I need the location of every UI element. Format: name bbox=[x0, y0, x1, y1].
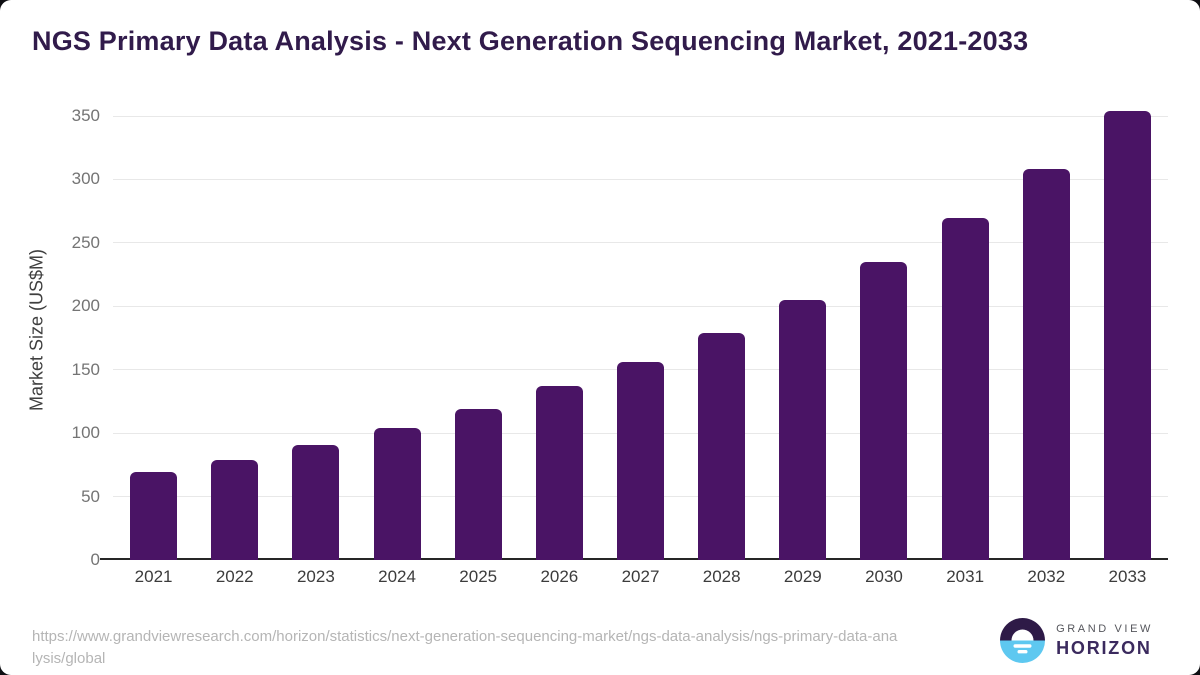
bar-column-2025 bbox=[438, 100, 519, 560]
bar-2028 bbox=[698, 332, 746, 560]
bar-column-2021 bbox=[113, 100, 194, 560]
x-tick-label-2025: 2025 bbox=[459, 567, 498, 586]
source-url: https://www.grandviewresearch.com/horizo… bbox=[32, 626, 952, 670]
bars-container bbox=[113, 100, 1168, 560]
bar-2029 bbox=[779, 299, 827, 560]
y-tick-label-0: 0 bbox=[90, 550, 100, 569]
x-tick-label-2031: 2031 bbox=[946, 567, 985, 586]
bar-column-2030 bbox=[843, 100, 924, 560]
bar-column-2026 bbox=[519, 100, 600, 560]
y-tick-label-100: 100 bbox=[71, 423, 100, 443]
source-url-line1: https://www.grandviewresearch.com/horizo… bbox=[32, 628, 898, 645]
y-tick-label-250: 250 bbox=[71, 232, 100, 252]
logo-text: GRAND VIEW HORIZON bbox=[1056, 623, 1153, 659]
gridline-300 bbox=[113, 178, 1168, 180]
x-tick-label-2027: 2027 bbox=[621, 567, 660, 586]
y-tick-label-300: 300 bbox=[71, 169, 100, 189]
bar-2030 bbox=[860, 261, 908, 560]
x-tick-label-2028: 2028 bbox=[702, 567, 741, 586]
x-axis-labels: 2021 2022 2023 2024 2025 2026 2027 2028 2029 2030… bbox=[113, 567, 1168, 587]
bar-column-2024 bbox=[356, 100, 437, 560]
x-tick-label-2033: 2033 bbox=[1108, 567, 1147, 586]
bar-column-2032 bbox=[1006, 100, 1087, 560]
x-tick-label-2024: 2024 bbox=[378, 567, 416, 586]
bar-2023 bbox=[292, 444, 340, 560]
bar-2026 bbox=[535, 386, 583, 560]
x-tick-label-2023: 2023 bbox=[296, 567, 335, 586]
y-tick-label-50: 50 bbox=[81, 486, 100, 506]
logo-brand-top: GRAND VIEW bbox=[1056, 622, 1153, 635]
gridline-200 bbox=[113, 305, 1168, 307]
y-tick-label-150: 150 bbox=[71, 359, 100, 379]
gridline-350 bbox=[113, 115, 1168, 117]
x-tick-label-2022: 2022 bbox=[215, 567, 254, 586]
bar-column-2031 bbox=[925, 100, 1006, 560]
bar-2021 bbox=[130, 472, 178, 560]
bar-column-2023 bbox=[275, 100, 356, 560]
plot-area bbox=[100, 100, 1168, 560]
x-tick-label-2030: 2030 bbox=[865, 567, 903, 586]
x-tick-label-2021: 2021 bbox=[134, 567, 173, 586]
grand-view-horizon-logo: GRAND VIEW HORIZON bbox=[1000, 618, 1153, 663]
bar-column-2027 bbox=[600, 100, 681, 560]
x-tick-label-2029: 2029 bbox=[783, 567, 822, 586]
bar-column-2028 bbox=[681, 100, 762, 560]
horizon-logo-icon bbox=[1000, 618, 1046, 663]
bar-2033 bbox=[1103, 110, 1151, 560]
y-tick-label-200: 200 bbox=[71, 296, 100, 316]
bar-2027 bbox=[617, 362, 665, 560]
x-tick-label-2032: 2032 bbox=[1027, 567, 1066, 586]
chart-title: NGS Primary Data Analysis - Next Generat… bbox=[32, 26, 1029, 56]
source-url-line2: lysis/global bbox=[32, 650, 106, 667]
bar-2031 bbox=[941, 217, 989, 560]
x-tick-label-2026: 2026 bbox=[540, 567, 579, 586]
bar-column-2022 bbox=[194, 100, 275, 560]
bar-2032 bbox=[1022, 169, 1070, 560]
bar-2024 bbox=[373, 428, 421, 560]
bar-2025 bbox=[454, 409, 502, 560]
bar-column-2029 bbox=[762, 100, 843, 560]
logo-brand-bottom: HORIZON bbox=[1056, 637, 1152, 658]
y-tick-label-350: 350 bbox=[71, 106, 100, 125]
bar-2022 bbox=[211, 459, 259, 560]
gridline-250 bbox=[113, 242, 1168, 244]
bar-column-2033 bbox=[1087, 100, 1168, 560]
